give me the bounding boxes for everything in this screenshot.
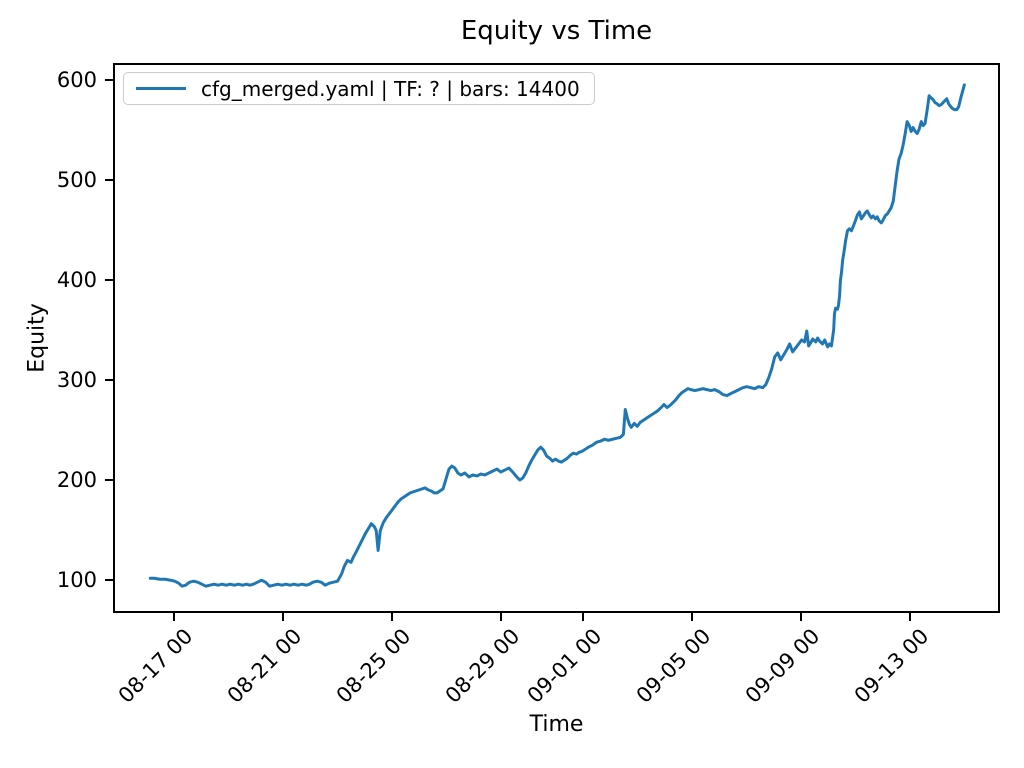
x-tick-label: 09-09 00 — [740, 624, 825, 708]
x-tick-mark — [582, 613, 585, 621]
y-tick-mark — [105, 79, 113, 81]
x-tick-mark — [282, 613, 285, 621]
y-tick-label: 100 — [56, 568, 97, 592]
x-tick-label: 09-01 00 — [522, 624, 607, 708]
equity-line-chart — [148, 83, 966, 588]
y-tick-mark — [105, 279, 113, 281]
equity-series-line — [148, 83, 966, 588]
chart-title: Equity vs Time — [460, 16, 653, 46]
y-tick-mark — [105, 179, 113, 181]
x-tick-mark — [691, 613, 694, 621]
x-axis-label: Time — [529, 712, 584, 737]
x-tick-label: 08-25 00 — [331, 624, 416, 708]
x-tick-label: 09-05 00 — [631, 624, 716, 708]
y-tick-mark — [105, 379, 113, 381]
y-tick-label: 300 — [56, 368, 97, 392]
x-tick-mark — [500, 613, 503, 621]
plot-area — [113, 63, 1000, 613]
x-tick-label: 08-17 00 — [113, 624, 198, 708]
y-tick-label: 200 — [56, 468, 97, 492]
y-tick-label: 400 — [56, 268, 97, 292]
y-tick-label: 500 — [56, 168, 97, 192]
legend-label: cfg_merged.yaml | TF: ? | bars: 14400 — [201, 76, 580, 101]
x-tick-mark — [800, 613, 803, 621]
y-tick-label: 600 — [56, 68, 97, 92]
x-tick-label: 09-13 00 — [849, 624, 934, 708]
y-tick-mark — [105, 479, 113, 481]
y-tick-mark — [105, 579, 113, 581]
y-axis-label: Equity — [24, 303, 50, 373]
x-tick-label: 08-21 00 — [222, 624, 307, 708]
x-tick-mark — [173, 613, 176, 621]
x-tick-mark — [391, 613, 394, 621]
legend-line-sample-icon — [136, 87, 186, 90]
legend: cfg_merged.yaml | TF: ? | bars: 14400 — [123, 72, 595, 105]
x-tick-label: 08-29 00 — [440, 624, 525, 708]
x-tick-mark — [909, 613, 912, 621]
